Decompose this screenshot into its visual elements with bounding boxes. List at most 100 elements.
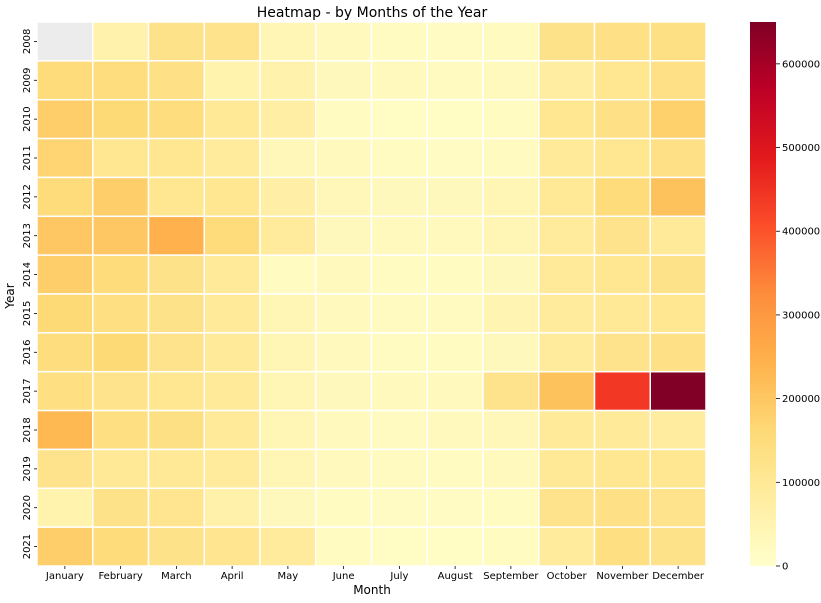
heatmap-cell bbox=[315, 409, 373, 451]
heatmap-cell bbox=[649, 176, 707, 218]
heatmap-cell bbox=[426, 137, 484, 179]
heatmap-cell bbox=[36, 176, 94, 218]
y-axis-ticks: 2008 2009 2010 2011 2012 2013 2014 2015 2016 2017… bbox=[22, 29, 37, 559]
heatmap-cell bbox=[36, 370, 94, 412]
heatmap-cell bbox=[203, 60, 261, 101]
heatmap-cell bbox=[36, 137, 94, 179]
heatmap-cell bbox=[482, 98, 540, 140]
heatmap-cell bbox=[538, 370, 596, 412]
heatmap-cell bbox=[203, 215, 261, 256]
y-tick-label: 2011 bbox=[22, 145, 33, 170]
heatmap-cell bbox=[92, 370, 150, 412]
x-tick-label: January bbox=[45, 571, 84, 582]
heatmap-cell bbox=[315, 526, 373, 567]
x-tick-label: May bbox=[278, 571, 299, 582]
heatmap-cell bbox=[36, 21, 94, 62]
heatmap-cell bbox=[92, 215, 150, 256]
heatmap-cell bbox=[92, 487, 150, 528]
heatmap-cell bbox=[92, 137, 150, 179]
heatmap-cell bbox=[426, 98, 484, 140]
heatmap-cell bbox=[482, 487, 540, 528]
y-tick-label: 2016 bbox=[22, 340, 33, 365]
heatmap-cell bbox=[203, 370, 261, 412]
heatmap-cell bbox=[370, 254, 428, 295]
heatmap-cell bbox=[36, 487, 94, 528]
heatmap-cell bbox=[147, 370, 205, 412]
heatmap-cell bbox=[92, 526, 150, 567]
heatmap-cell bbox=[259, 370, 317, 412]
heatmap-cell bbox=[370, 98, 428, 140]
heatmap-cell bbox=[593, 448, 651, 490]
heatmap-cell bbox=[315, 215, 373, 256]
heatmap-cells bbox=[36, 21, 707, 567]
heatmap-cell bbox=[147, 526, 205, 567]
heatmap-cell bbox=[538, 409, 596, 451]
heatmap-cell bbox=[147, 293, 205, 334]
heatmap-cell bbox=[147, 215, 205, 256]
heatmap-cell bbox=[36, 293, 94, 334]
colorbar bbox=[750, 22, 776, 566]
heatmap-cell bbox=[36, 526, 94, 567]
heatmap-cell bbox=[370, 370, 428, 412]
heatmap-cell bbox=[538, 176, 596, 218]
heatmap-cell bbox=[36, 332, 94, 373]
heatmap-cell bbox=[593, 487, 651, 528]
colorbar-tick-label: 500000 bbox=[782, 143, 820, 154]
y-tick-label: 2019 bbox=[22, 456, 33, 481]
heatmap-cell bbox=[482, 409, 540, 451]
heatmap-cell bbox=[426, 448, 484, 490]
heatmap-cell bbox=[370, 215, 428, 256]
colorbar-tick-label: 100000 bbox=[782, 478, 820, 489]
heatmap-cell bbox=[259, 409, 317, 451]
colorbar-tick-label: 300000 bbox=[782, 310, 820, 321]
heatmap-cell bbox=[482, 215, 540, 256]
heatmap-cell bbox=[92, 21, 150, 62]
heatmap-cell bbox=[315, 60, 373, 101]
heatmap-cell bbox=[538, 21, 596, 62]
heatmap-cell bbox=[36, 448, 94, 490]
heatmap-cell bbox=[36, 254, 94, 295]
heatmap-cell bbox=[370, 293, 428, 334]
heatmap-cell bbox=[593, 370, 651, 412]
x-tick-label: October bbox=[547, 571, 588, 582]
heatmap-cell bbox=[315, 332, 373, 373]
heatmap-cell bbox=[593, 409, 651, 451]
heatmap-cell bbox=[482, 254, 540, 295]
heatmap-cell bbox=[426, 176, 484, 218]
heatmap-cell bbox=[259, 487, 317, 528]
y-axis-label: Year bbox=[3, 283, 17, 309]
heatmap-cell bbox=[426, 21, 484, 62]
heatmap-cell bbox=[426, 332, 484, 373]
colorbar-tick-label: 0 bbox=[782, 562, 788, 573]
heatmap-cell bbox=[370, 409, 428, 451]
heatmap-cell bbox=[315, 254, 373, 295]
heatmap-cell bbox=[426, 487, 484, 528]
heatmap-cell bbox=[538, 526, 596, 567]
heatmap-cell bbox=[538, 137, 596, 179]
heatmap-cell bbox=[92, 254, 150, 295]
heatmap-cell bbox=[482, 21, 540, 62]
heatmap-cell bbox=[538, 254, 596, 295]
y-tick-label: 2017 bbox=[22, 378, 33, 403]
heatmap-cell bbox=[370, 176, 428, 218]
heatmap-cell bbox=[203, 254, 261, 295]
y-tick-label: 2012 bbox=[22, 184, 33, 209]
heatmap-cell bbox=[370, 448, 428, 490]
x-tick-label: August bbox=[438, 571, 473, 582]
heatmap-cell bbox=[538, 98, 596, 140]
y-tick-label: 2013 bbox=[22, 223, 33, 248]
heatmap-cell bbox=[147, 409, 205, 451]
y-tick-label: 2010 bbox=[22, 106, 33, 131]
heatmap-cell bbox=[259, 60, 317, 101]
heatmap-cell bbox=[203, 176, 261, 218]
heatmap-cell bbox=[482, 293, 540, 334]
heatmap-cell bbox=[593, 176, 651, 218]
heatmap-cell bbox=[92, 409, 150, 451]
y-tick-label: 2020 bbox=[22, 495, 33, 520]
heatmap-cell bbox=[593, 21, 651, 62]
y-tick-label: 2018 bbox=[22, 417, 33, 442]
heatmap-cell bbox=[259, 526, 317, 567]
heatmap-cell bbox=[538, 332, 596, 373]
heatmap-cell bbox=[370, 137, 428, 179]
